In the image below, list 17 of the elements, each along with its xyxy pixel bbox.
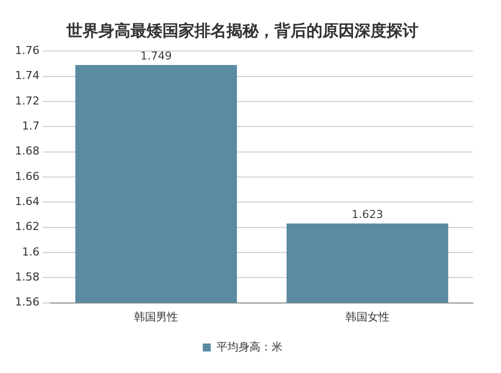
y-tick-label: 1.56: [14, 296, 40, 309]
x-tick-label: 韩国女性: [345, 310, 390, 324]
y-tick-label: 1.6: [22, 245, 40, 258]
y-tick-label: 1.68: [14, 144, 40, 158]
y-tick-label: 1.74: [14, 69, 40, 82]
legend-label: 平均身高：米: [216, 340, 282, 354]
y-tick-label: 1.66: [14, 170, 40, 183]
chart-title: 世界身高最矮国家排名揭秘，背后的原因深度探讨: [66, 20, 418, 40]
y-tick-label: 1.72: [14, 94, 40, 108]
data-label: 1.623: [352, 208, 384, 221]
y-tick-label: 1.76: [14, 44, 40, 58]
y-tick-label: 1.7: [22, 120, 40, 133]
x-tick-label: 韩国男性: [134, 310, 178, 324]
y-tick-label: 1.62: [14, 220, 40, 234]
y-tick-label: 1.58: [14, 270, 40, 284]
data-label: 1.749: [140, 49, 172, 62]
y-tick-label: 1.64: [14, 195, 40, 208]
